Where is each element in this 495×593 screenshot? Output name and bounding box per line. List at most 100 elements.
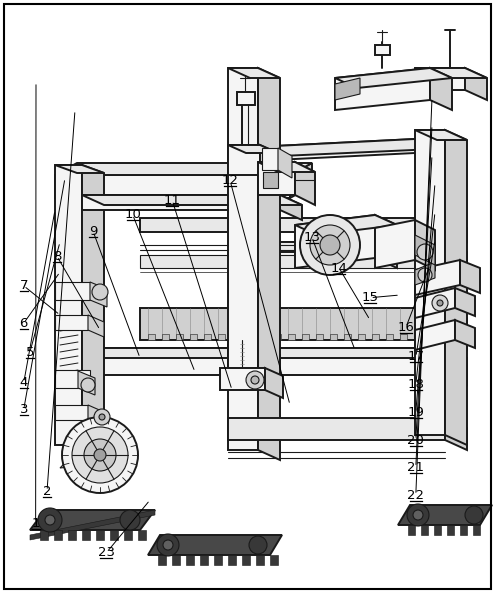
Circle shape — [418, 268, 432, 282]
Polygon shape — [158, 555, 166, 565]
Polygon shape — [434, 525, 441, 535]
Polygon shape — [295, 215, 375, 268]
Polygon shape — [172, 555, 180, 565]
Polygon shape — [270, 555, 278, 565]
Text: 13: 13 — [303, 231, 320, 244]
Polygon shape — [228, 345, 280, 355]
Polygon shape — [260, 334, 267, 340]
Polygon shape — [138, 530, 146, 540]
Polygon shape — [415, 220, 435, 270]
Polygon shape — [55, 405, 88, 420]
Polygon shape — [40, 530, 48, 540]
Polygon shape — [375, 220, 415, 268]
Polygon shape — [237, 92, 255, 105]
Polygon shape — [344, 334, 351, 340]
Polygon shape — [263, 172, 278, 188]
Circle shape — [84, 439, 116, 471]
Polygon shape — [274, 334, 281, 340]
Polygon shape — [316, 334, 323, 340]
Polygon shape — [82, 530, 90, 540]
Polygon shape — [82, 165, 104, 453]
Polygon shape — [302, 334, 309, 340]
Polygon shape — [55, 163, 312, 175]
Polygon shape — [415, 288, 455, 318]
Text: 20: 20 — [407, 433, 424, 447]
Polygon shape — [415, 68, 487, 78]
Text: 21: 21 — [407, 461, 424, 474]
Text: 18: 18 — [407, 378, 424, 391]
Polygon shape — [415, 262, 435, 285]
Polygon shape — [60, 445, 115, 468]
Polygon shape — [55, 315, 88, 330]
Polygon shape — [200, 555, 208, 565]
Polygon shape — [228, 145, 278, 153]
Polygon shape — [204, 334, 211, 340]
Polygon shape — [445, 130, 467, 445]
Polygon shape — [445, 348, 467, 385]
Polygon shape — [258, 242, 445, 265]
Polygon shape — [262, 148, 278, 170]
Polygon shape — [295, 215, 397, 235]
Polygon shape — [242, 555, 250, 565]
Polygon shape — [288, 334, 295, 340]
Polygon shape — [90, 282, 107, 307]
Polygon shape — [386, 334, 393, 340]
Polygon shape — [260, 145, 278, 183]
Polygon shape — [290, 163, 312, 198]
Polygon shape — [214, 555, 222, 565]
Circle shape — [92, 284, 108, 300]
Polygon shape — [415, 260, 460, 295]
Polygon shape — [435, 138, 457, 162]
Polygon shape — [110, 530, 118, 540]
Polygon shape — [258, 68, 280, 382]
Polygon shape — [220, 368, 265, 390]
Polygon shape — [455, 288, 475, 316]
Polygon shape — [258, 162, 315, 172]
Polygon shape — [148, 535, 282, 555]
Polygon shape — [228, 68, 258, 372]
Circle shape — [432, 295, 448, 311]
Polygon shape — [228, 68, 280, 78]
Polygon shape — [82, 348, 467, 358]
Text: 15: 15 — [362, 291, 379, 304]
Text: 1: 1 — [31, 517, 40, 530]
Polygon shape — [162, 334, 169, 340]
Polygon shape — [55, 370, 90, 388]
Polygon shape — [445, 255, 467, 278]
Polygon shape — [190, 334, 197, 340]
Circle shape — [99, 414, 105, 420]
Polygon shape — [414, 334, 421, 340]
Circle shape — [246, 371, 264, 389]
Polygon shape — [88, 315, 104, 337]
Polygon shape — [430, 68, 452, 110]
Text: 14: 14 — [331, 262, 347, 275]
Polygon shape — [445, 242, 467, 275]
Circle shape — [249, 536, 267, 554]
Polygon shape — [460, 260, 480, 293]
Text: 7: 7 — [19, 279, 28, 292]
Polygon shape — [176, 334, 183, 340]
Polygon shape — [280, 195, 302, 220]
Text: 3: 3 — [19, 403, 28, 416]
Polygon shape — [228, 555, 236, 565]
Circle shape — [72, 427, 128, 483]
Polygon shape — [218, 334, 225, 340]
Polygon shape — [235, 138, 435, 162]
Circle shape — [251, 376, 259, 384]
Circle shape — [62, 417, 138, 493]
Circle shape — [320, 235, 340, 255]
Polygon shape — [246, 334, 253, 340]
Polygon shape — [228, 418, 445, 440]
Polygon shape — [460, 525, 467, 535]
Polygon shape — [186, 555, 194, 565]
Polygon shape — [415, 130, 445, 435]
Polygon shape — [148, 334, 155, 340]
Polygon shape — [465, 68, 487, 100]
Circle shape — [163, 540, 173, 550]
Polygon shape — [447, 525, 454, 535]
Circle shape — [407, 504, 429, 526]
Polygon shape — [82, 195, 302, 205]
Polygon shape — [265, 368, 283, 398]
Polygon shape — [330, 334, 337, 340]
Polygon shape — [258, 345, 280, 460]
